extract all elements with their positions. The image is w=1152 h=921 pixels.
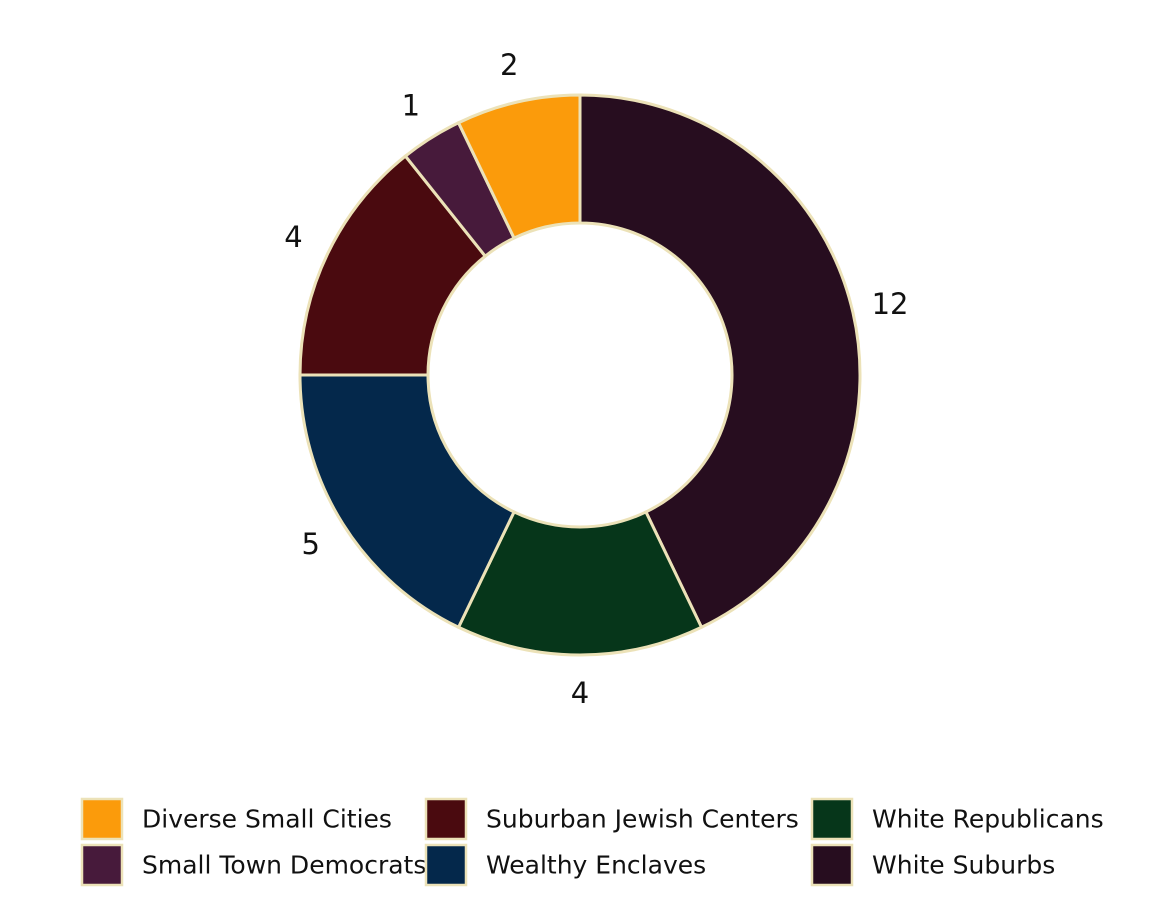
legend-swatch: [424, 843, 468, 887]
value-label-suburban-jewish-centers: 4: [284, 220, 302, 254]
slice-suburban-jewish-centers: [298, 153, 488, 377]
value-label-white-suburbs: 12: [872, 287, 909, 321]
legend-swatch: [80, 843, 124, 887]
legend-swatch: [424, 797, 468, 841]
legend-label: White Republicans: [872, 805, 1104, 834]
legend-item-small-town-democrats: Small Town Democrats: [80, 843, 426, 887]
legend-item-white-republicans: White Republicans: [810, 797, 1104, 841]
legend-label: White Suburbs: [872, 851, 1055, 880]
legend-item-white-suburbs: White Suburbs: [810, 843, 1055, 887]
legend-item-suburban-jewish-centers: Suburban Jewish Centers: [424, 797, 799, 841]
slice-diverse-small-cities: [456, 93, 582, 241]
legend-label: Wealthy Enclaves: [486, 851, 706, 880]
slice-white-republicans: [456, 509, 704, 657]
legend-item-diverse-small-cities: Diverse Small Cities: [80, 797, 392, 841]
value-label-wealthy-enclaves: 5: [302, 527, 320, 561]
slice-white-suburbs: [578, 93, 862, 630]
legend: Diverse Small Cities Small Town Democrats…: [80, 797, 1104, 887]
slice-wealthy-enclaves: [298, 373, 517, 630]
legend-item-wealthy-enclaves: Wealthy Enclaves: [424, 843, 706, 887]
value-label-white-republicans: 4: [571, 676, 589, 710]
value-label-diverse-small-cities: 2: [500, 48, 518, 82]
legend-swatch: [80, 797, 124, 841]
value-label-small-town-democrats: 1: [402, 89, 420, 123]
legend-label: Suburban Jewish Centers: [486, 805, 799, 834]
legend-label: Diverse Small Cities: [142, 805, 392, 834]
legend-swatch: [810, 797, 854, 841]
legend-swatch: [810, 843, 854, 887]
donut-slices: [298, 93, 862, 657]
legend-label: Small Town Democrats: [142, 851, 426, 880]
